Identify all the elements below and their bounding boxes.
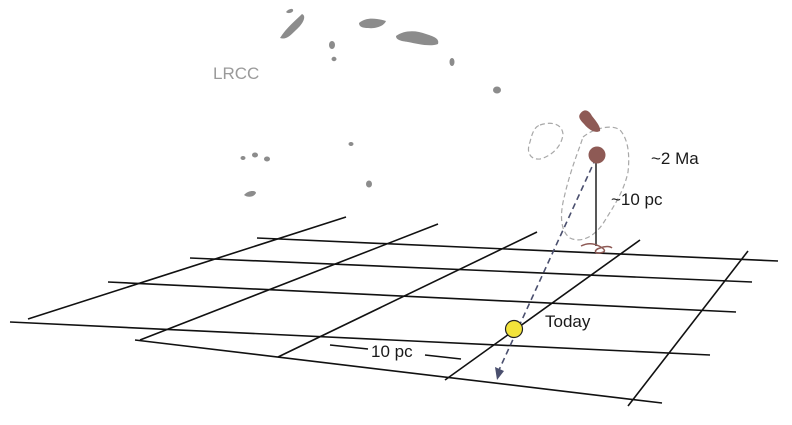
cloud-blob	[331, 56, 337, 62]
height-label: ~10 pc	[611, 190, 663, 209]
cloud-blob	[348, 142, 354, 146]
past-cloud-outlines	[527, 122, 630, 241]
cloud-blob	[244, 190, 256, 197]
grid-line	[256, 237, 779, 262]
trajectory-line	[498, 157, 597, 371]
cloud-blob	[252, 152, 258, 158]
past-cloud-outline	[560, 126, 630, 241]
scale-bar-left	[329, 344, 369, 350]
cluster-name-label: LRCC	[213, 64, 259, 83]
grid-line	[27, 216, 347, 320]
grid-line	[9, 321, 711, 356]
grid-line	[107, 281, 737, 313]
cloud-blob	[366, 180, 372, 188]
cloud-blob	[493, 86, 501, 94]
grid-line	[627, 250, 749, 407]
today-label: Today	[545, 312, 591, 331]
plane-projection-squiggle	[580, 243, 613, 254]
scale-bar	[329, 344, 462, 360]
past-cloud-blob	[579, 110, 601, 132]
grid-line	[134, 339, 663, 404]
cloud-blob	[449, 58, 455, 66]
cloud-blob	[280, 14, 305, 39]
lrcc-cloud	[240, 8, 501, 197]
grid-line	[277, 231, 538, 358]
age-label: ~2 Ma	[651, 149, 699, 168]
past-cloud-outline	[527, 122, 564, 160]
past-position-marker	[588, 146, 606, 164]
cloud-blob	[286, 8, 294, 14]
grid-line	[189, 257, 753, 283]
cloud-blob	[396, 31, 439, 46]
galactic-plane-grid	[9, 216, 779, 407]
cloud-blob	[264, 156, 270, 162]
cloud-blob	[240, 156, 246, 160]
cloud-blob	[329, 41, 335, 49]
today-marker	[504, 319, 524, 339]
cloud-blob	[359, 18, 386, 29]
scale-bar-right	[424, 354, 462, 360]
trajectory-arrowhead	[495, 367, 504, 380]
grid-line	[139, 223, 439, 341]
scale-bar-label: 10 pc	[371, 342, 413, 361]
grid-line	[444, 239, 641, 381]
